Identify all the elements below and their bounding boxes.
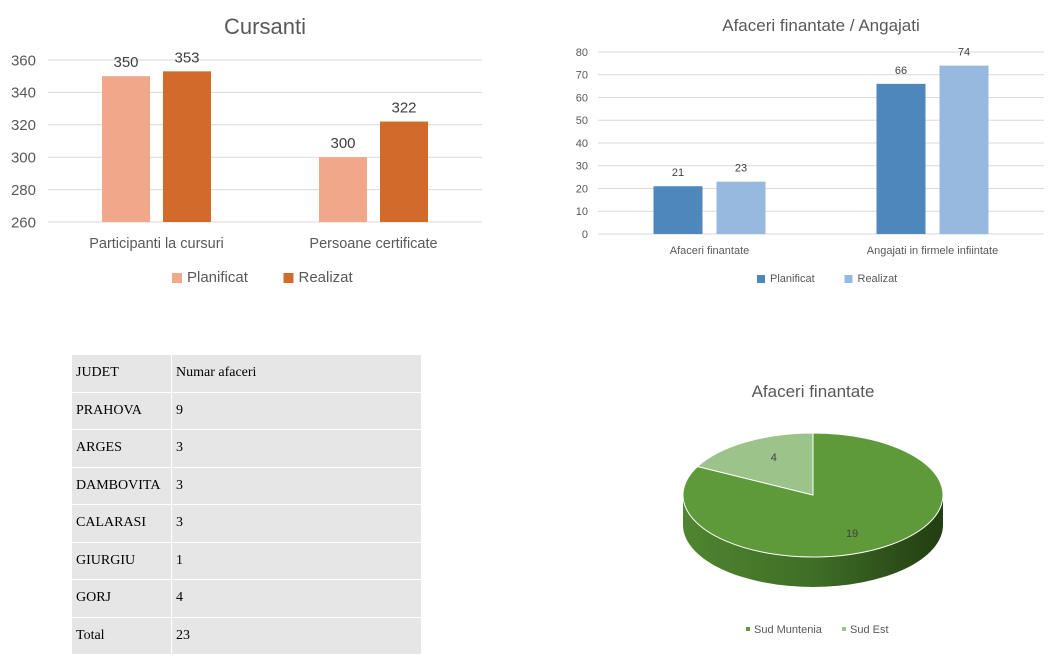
data-label: 66 (895, 65, 907, 77)
header-numar-afaceri: Numar afaceri (171, 355, 421, 393)
legend-swatch (757, 275, 765, 283)
cell-judet: PRAHOVA (72, 392, 172, 430)
legend-label: Planificat (770, 273, 815, 285)
cell-judet: CALARASI (72, 504, 172, 543)
legend-swatch (842, 627, 846, 631)
chart-title: Afaceri finantate / Angajati (722, 16, 920, 35)
table-row: ARGES 3 (72, 429, 421, 468)
y-tick-label: 70 (576, 70, 588, 82)
chart-title: Afaceri finantate (752, 382, 875, 401)
pie-side-sud-muntenia (683, 495, 943, 587)
y-tick-label: 80 (576, 47, 588, 59)
data-label: 74 (958, 47, 970, 59)
data-label: 300 (330, 135, 355, 152)
x-category-label: Afaceri finantate (670, 245, 750, 257)
legend-label: Realizat (299, 269, 354, 286)
pie-slice-sud-est (696, 432, 814, 496)
table-row: PRAHOVA 9 (72, 392, 421, 430)
legend-label: Realizat (858, 273, 898, 285)
x-category-label: Participanti la cursuri (89, 236, 224, 252)
y-tick-label: 300 (11, 149, 36, 166)
cell-count: 3 (171, 429, 421, 468)
data-label: 350 (113, 54, 138, 71)
cell-count: 3 (171, 467, 421, 505)
y-tick-label: 0 (582, 229, 588, 241)
legend-swatch (283, 273, 294, 283)
y-tick-label: 320 (11, 117, 36, 134)
data-label: 21 (672, 167, 684, 179)
cell-count: 4 (171, 579, 421, 618)
legend-swatch (172, 273, 182, 283)
bar-planificat (319, 157, 367, 222)
legend-swatch (746, 627, 750, 631)
table-row: GORJ 4 (72, 579, 421, 618)
cell-judet: GIURGIU (72, 542, 172, 580)
y-tick-label: 280 (11, 182, 36, 199)
judet-table: JUDET Numar afaceri PRAHOVA 9 ARGES 3 DAMB… (72, 355, 421, 655)
cell-total-value: 23 (171, 617, 421, 655)
cell-judet: GORJ (72, 579, 172, 618)
y-tick-label: 360 (11, 52, 36, 69)
table-total-row: Total 23 (72, 617, 421, 655)
cell-count: 9 (171, 392, 421, 430)
data-label: 322 (391, 100, 416, 117)
cell-count: 1 (171, 542, 421, 580)
y-tick-label: 260 (11, 214, 36, 231)
bar-realizat (380, 121, 428, 222)
y-tick-label: 30 (576, 161, 588, 173)
data-label: 19 (846, 528, 858, 540)
table-row: GIURGIU 1 (72, 542, 421, 580)
data-label: 23 (735, 163, 747, 175)
y-tick-label: 10 (576, 206, 588, 218)
legend-label: Planificat (187, 269, 249, 286)
cell-total-label: Total (72, 617, 172, 655)
table-header-row: JUDET Numar afaceri (72, 355, 421, 393)
y-tick-label: 50 (576, 115, 588, 127)
table-row: DAMBOVITA 3 (72, 467, 421, 505)
bar-realizat (163, 71, 211, 222)
x-category-label: Angajati in firmele infiintate (867, 245, 998, 257)
y-tick-label: 20 (576, 183, 588, 195)
legend-swatch (844, 275, 853, 283)
cell-judet: DAMBOVITA (72, 467, 172, 505)
bar-planificat (876, 83, 926, 234)
header-judet: JUDET (72, 355, 172, 393)
data-label: 353 (174, 49, 199, 66)
x-category-label: Persoane certificate (309, 236, 437, 252)
bar-realizat (939, 65, 989, 235)
cell-judet: ARGES (72, 429, 172, 468)
table-row: CALARASI 3 (72, 504, 421, 543)
y-tick-label: 340 (11, 85, 36, 102)
legend-label: Sud Est (850, 624, 889, 636)
y-tick-label: 40 (576, 138, 588, 150)
bar-planificat (653, 186, 703, 234)
bar-realizat (716, 181, 766, 234)
legend-label: Sud Muntenia (754, 624, 823, 636)
y-tick-label: 60 (576, 92, 588, 104)
cell-count: 3 (171, 504, 421, 543)
chart-title: Cursanti (224, 14, 306, 39)
bar-planificat (102, 76, 150, 222)
data-label: 4 (771, 452, 777, 464)
